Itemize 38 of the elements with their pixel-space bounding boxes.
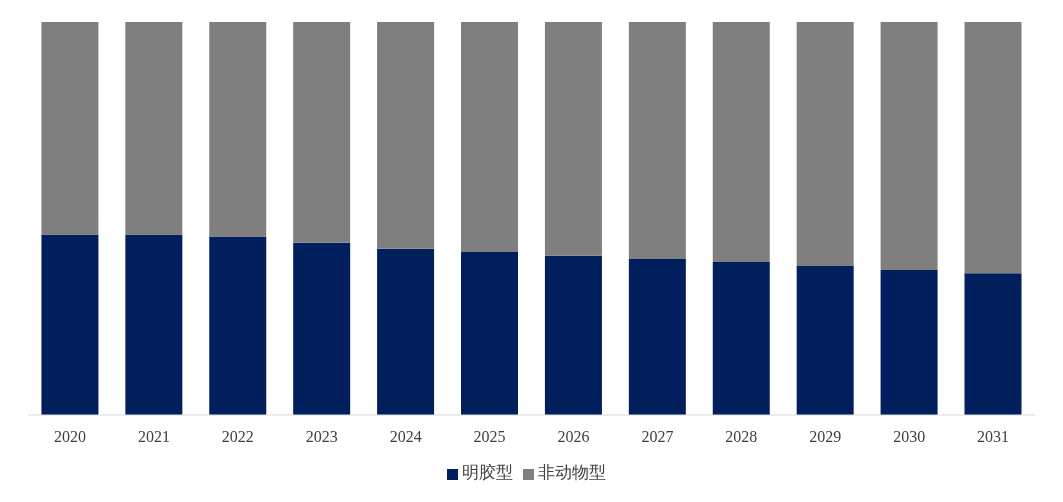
bar [544,255,602,415]
bar [293,22,351,243]
x-tick-label: 2026 [557,428,590,446]
bar [712,262,770,415]
x-tick-label: 2020 [53,428,86,446]
bar [628,258,686,415]
bar [628,22,686,259]
x-tick-label: 2024 [389,428,422,446]
bar [796,266,854,415]
bar [796,22,854,267]
bar [125,22,183,235]
x-tick-label: 2028 [725,428,758,446]
x-tick-label: 2027 [641,428,674,446]
x-tick-label: 2023 [305,428,338,446]
bar [125,234,183,415]
bar [377,22,435,249]
x-tick-label: 2022 [221,428,254,446]
bar [41,234,99,415]
x-tick-label: 2029 [809,428,842,446]
bar [880,269,938,415]
legend-label: 非动物型 [538,463,606,482]
x-tick-label: 2021 [137,428,170,446]
bar [209,22,267,237]
bar [880,22,938,270]
x-tick-label: 2030 [893,428,926,446]
legend-label: 明胶型 [462,463,513,482]
bar [964,22,1022,274]
x-tick-label: 2031 [977,428,1010,446]
bar [209,236,267,415]
bar [41,22,99,235]
bar [461,251,519,415]
bar [461,22,519,252]
bar [964,273,1022,415]
x-tick-label: 2025 [473,428,506,446]
bar [377,248,435,415]
bar [544,22,602,256]
bar [293,242,351,415]
bar [712,22,770,263]
